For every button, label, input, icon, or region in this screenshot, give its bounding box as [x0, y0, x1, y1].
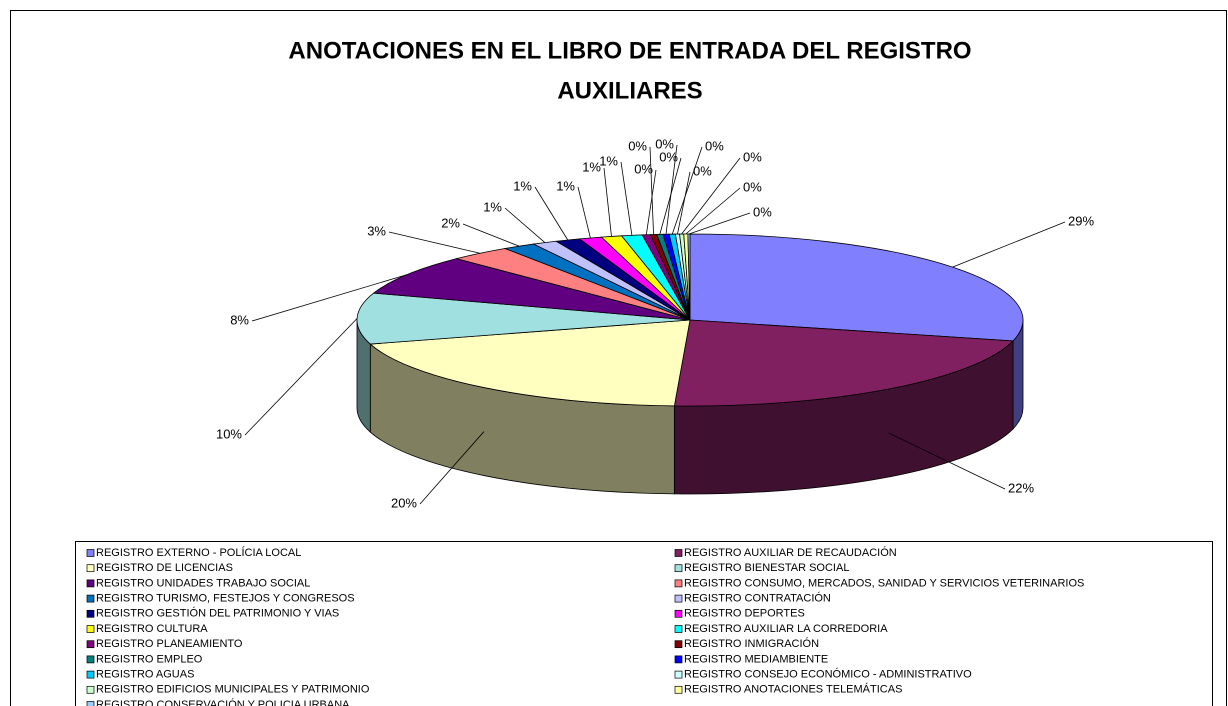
data-label: 1% — [556, 178, 575, 193]
legend-box — [75, 541, 1213, 706]
legend-swatch — [86, 685, 95, 694]
data-label: 29% — [1068, 213, 1094, 228]
data-label: 3% — [367, 223, 386, 238]
leader-line — [534, 186, 569, 241]
legend-label: REGISTRO DE LICENCIAS — [96, 562, 233, 574]
legend-swatch — [86, 701, 95, 706]
legend-swatch — [86, 640, 95, 649]
legend-swatch — [674, 549, 683, 557]
slice — [369, 319, 691, 407]
legend-label: REGISTRO AGUAS — [96, 669, 194, 681]
data-label: 0% — [753, 204, 772, 219]
legend-swatch — [674, 670, 683, 679]
data-label: 20% — [391, 495, 417, 510]
legend-label: REGISTRO EXTERNO - POLÍCIA LOCAL — [96, 546, 301, 559]
data-label: 0% — [634, 161, 653, 176]
legend-swatch — [674, 564, 683, 573]
data-label: 8% — [230, 312, 249, 327]
leader-line — [504, 207, 546, 243]
legend-swatch — [674, 625, 683, 633]
legend-label: REGISTRO ANOTACIONES TELEMÁTICAS — [684, 683, 902, 696]
legend-label: REGISTRO PLANEAMIENTO — [96, 638, 243, 650]
data-label: 1% — [513, 178, 532, 193]
leader-line — [462, 223, 520, 247]
leader-line — [645, 169, 657, 235]
data-label: 10% — [216, 426, 242, 441]
leader-line — [952, 221, 1066, 268]
legend-label: REGISTRO EMPLEO — [96, 653, 203, 665]
legend-swatch — [674, 640, 683, 649]
leader-line — [620, 161, 633, 236]
slice — [673, 319, 1014, 407]
leader-line — [244, 318, 358, 436]
legend-label: REGISTRO CONSERVACIÓN Y POLICIA URBANA — [96, 698, 350, 706]
legend-label: REGISTRO MEDIAMBIENTE — [684, 653, 828, 665]
slice — [372, 258, 691, 321]
legend-swatch — [86, 579, 95, 588]
data-label: 0% — [705, 138, 724, 153]
data-label: 2% — [441, 215, 460, 230]
legend-swatch — [86, 549, 95, 557]
legend-swatch — [86, 655, 95, 664]
data-label: 0% — [655, 136, 674, 151]
legend-label: REGISTRO CONSEJO ECONÓMICO - ADMINISTRAT… — [684, 668, 972, 681]
legend-swatch — [86, 625, 95, 633]
legend-swatch — [674, 609, 683, 618]
leader-line — [688, 212, 751, 235]
legend-swatch — [674, 655, 683, 664]
leader-line — [671, 146, 703, 235]
leader-line — [603, 167, 612, 237]
data-label: 1% — [599, 153, 618, 168]
legend-swatch — [86, 670, 95, 679]
data-label: 22% — [1008, 480, 1034, 495]
data-label: 0% — [743, 149, 762, 164]
legend-swatch — [674, 685, 683, 694]
leader-line — [665, 144, 678, 235]
leader-line — [649, 146, 654, 235]
leader-line — [577, 186, 591, 239]
leader-line — [888, 432, 1006, 490]
legend-label: REGISTRO CULTURA — [96, 623, 208, 635]
data-label: 0% — [628, 138, 647, 153]
data-label: 0% — [743, 179, 762, 194]
legend-label: REGISTRO AUXILIAR DE RECAUDACIÓN — [684, 546, 897, 559]
data-label: 0% — [693, 163, 712, 178]
legend-label: REGISTRO CONTRATACIÓN — [684, 592, 831, 605]
legend-swatch — [674, 594, 683, 603]
legend-label: REGISTRO DEPORTES — [684, 608, 805, 620]
legend-label: REGISTRO AUXILIAR LA CORREDORIA — [684, 623, 888, 635]
legend-label: REGISTRO BIENESTAR SOCIAL — [684, 562, 849, 574]
leader-line — [677, 171, 691, 235]
chart-title: AUXILIARES — [557, 77, 702, 104]
leader-line — [388, 231, 480, 254]
legend-label: REGISTRO TURISMO, FESTEJOS Y CONGRESOS — [96, 593, 355, 605]
legend-swatch — [674, 579, 683, 588]
legend-label: REGISTRO INMIGRACIÓN — [684, 637, 819, 650]
leader-line — [685, 187, 741, 235]
leader-line — [681, 157, 741, 235]
legend-swatch — [86, 594, 95, 603]
data-label: 1% — [582, 159, 601, 174]
legend-label: REGISTRO EDIFICIOS MUNICIPALES Y PATRIMO… — [96, 684, 370, 696]
leader-line — [419, 431, 485, 505]
data-label: 0% — [659, 149, 678, 164]
legend-swatch — [86, 609, 95, 618]
legend-label: REGISTRO GESTIÓN DEL PATRIMONIO Y VIAS — [96, 607, 339, 620]
legend-label: REGISTRO CONSUMO, MERCADOS, SANIDAD Y SE… — [684, 577, 1084, 589]
legend-label: REGISTRO UNIDADES TRABAJO SOCIAL — [96, 577, 310, 589]
legend-swatch — [86, 564, 95, 573]
leader-line — [251, 274, 408, 322]
chart-title: ANOTACIONES EN EL LIBRO DE ENTRADA DEL R… — [288, 37, 971, 64]
slice — [689, 233, 1024, 342]
data-label: 1% — [483, 199, 502, 214]
